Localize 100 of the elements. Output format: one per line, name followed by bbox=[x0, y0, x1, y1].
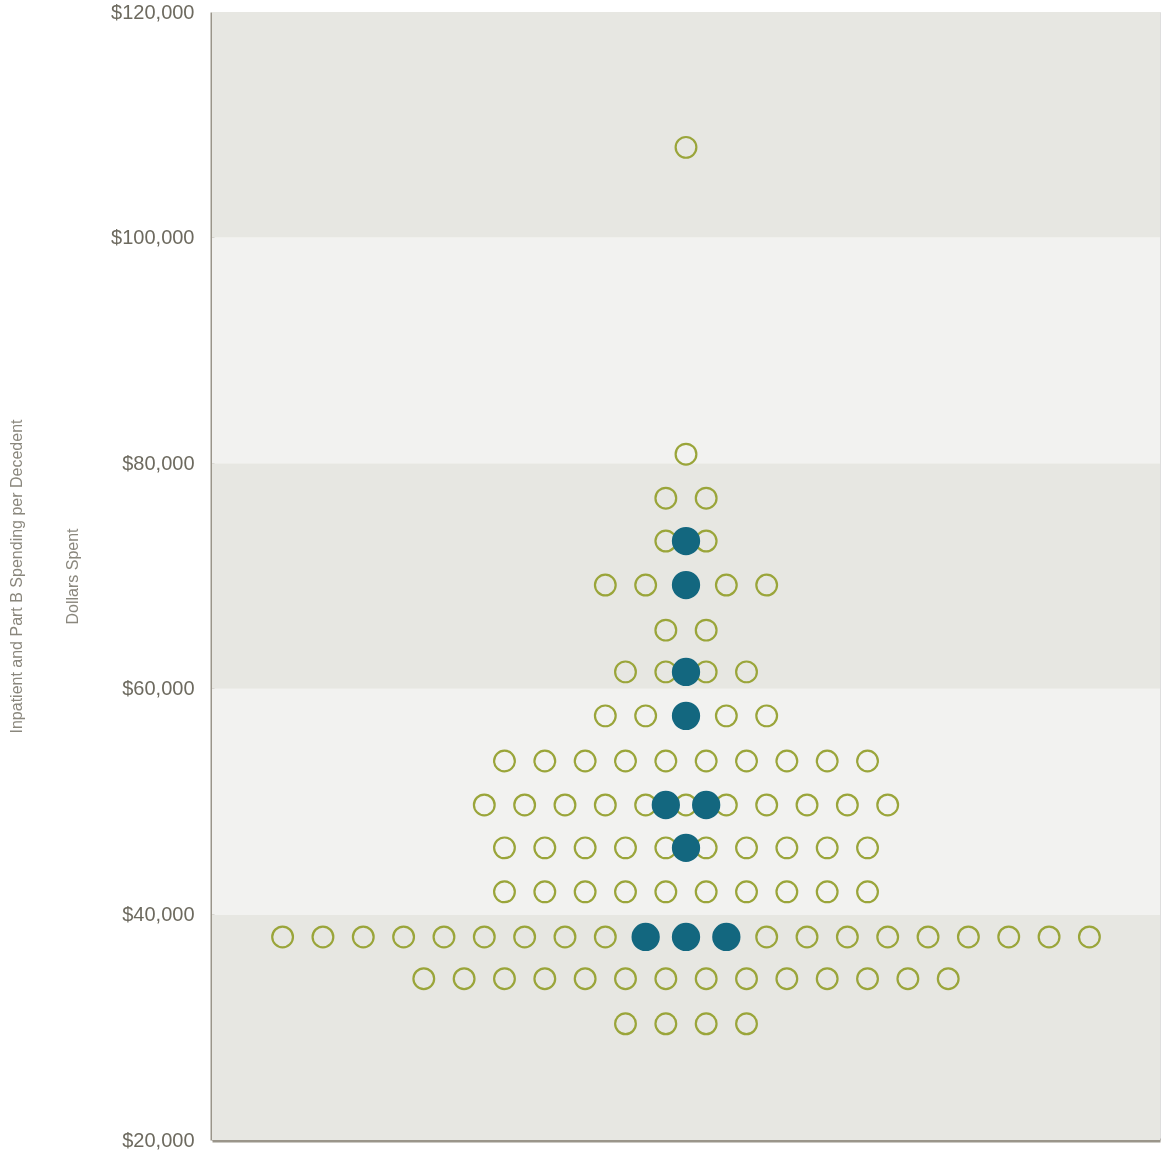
point bbox=[573, 836, 597, 860]
point bbox=[452, 967, 476, 991]
point bbox=[856, 836, 879, 860]
point bbox=[916, 925, 940, 949]
point bbox=[997, 925, 1021, 949]
point bbox=[654, 749, 678, 773]
point bbox=[631, 922, 660, 952]
point bbox=[856, 880, 879, 904]
point bbox=[351, 925, 375, 949]
point bbox=[936, 967, 960, 991]
point bbox=[775, 880, 799, 904]
point bbox=[654, 1012, 678, 1036]
point bbox=[593, 704, 617, 728]
point bbox=[412, 967, 436, 991]
point bbox=[735, 836, 758, 860]
point bbox=[795, 793, 819, 817]
point bbox=[593, 925, 617, 949]
y-tick-label: $60,000 bbox=[122, 677, 195, 700]
point bbox=[493, 836, 516, 860]
point bbox=[533, 749, 557, 773]
point bbox=[651, 790, 680, 820]
point bbox=[735, 1012, 758, 1036]
point bbox=[1077, 925, 1101, 949]
point bbox=[614, 836, 637, 860]
point bbox=[614, 749, 637, 773]
point bbox=[614, 967, 637, 991]
point bbox=[876, 925, 900, 949]
point bbox=[735, 660, 758, 684]
point bbox=[573, 880, 597, 904]
point bbox=[775, 749, 799, 773]
point bbox=[533, 880, 557, 904]
point bbox=[634, 704, 658, 728]
point bbox=[896, 967, 920, 991]
point bbox=[674, 442, 698, 466]
point bbox=[472, 925, 496, 949]
point bbox=[654, 967, 678, 991]
point bbox=[735, 967, 758, 991]
point bbox=[311, 925, 335, 949]
point bbox=[634, 573, 658, 597]
point bbox=[513, 925, 537, 949]
point bbox=[835, 925, 859, 949]
point bbox=[654, 880, 678, 904]
point bbox=[533, 967, 557, 991]
y-tick-label: $100,000 bbox=[111, 226, 195, 249]
point bbox=[775, 967, 799, 991]
point bbox=[876, 793, 900, 817]
point bbox=[815, 836, 839, 860]
point bbox=[573, 749, 597, 773]
point bbox=[614, 880, 637, 904]
point bbox=[553, 793, 577, 817]
y-tick-label: $20,000 bbox=[122, 1128, 195, 1151]
point bbox=[493, 967, 516, 991]
text: Inpatient and Part B Spending per Decedent Dollars Spent bbox=[8, 419, 82, 734]
point bbox=[573, 967, 597, 991]
point bbox=[815, 967, 839, 991]
point bbox=[815, 880, 839, 904]
point bbox=[671, 526, 701, 556]
point bbox=[692, 790, 721, 820]
point bbox=[714, 573, 738, 597]
point bbox=[553, 925, 577, 949]
point bbox=[271, 925, 295, 949]
point bbox=[856, 967, 879, 991]
point bbox=[614, 1012, 637, 1036]
point bbox=[735, 880, 758, 904]
point bbox=[671, 922, 701, 952]
y-tick-label: $120,000 bbox=[111, 0, 195, 23]
point bbox=[714, 704, 738, 728]
point bbox=[674, 135, 698, 159]
point bbox=[593, 793, 617, 817]
point bbox=[755, 704, 779, 728]
point bbox=[694, 880, 718, 904]
point bbox=[472, 793, 496, 817]
point bbox=[835, 793, 859, 817]
point bbox=[856, 749, 879, 773]
y-tick-label: $80,000 bbox=[122, 451, 195, 474]
point bbox=[694, 618, 718, 642]
point bbox=[694, 749, 718, 773]
point bbox=[671, 833, 701, 862]
point bbox=[533, 836, 557, 860]
point bbox=[735, 749, 758, 773]
point bbox=[956, 925, 980, 949]
point bbox=[392, 925, 416, 949]
point bbox=[671, 657, 701, 686]
point bbox=[755, 573, 779, 597]
point bbox=[712, 922, 741, 952]
point bbox=[755, 793, 779, 817]
point bbox=[593, 573, 617, 597]
point bbox=[671, 701, 701, 730]
y-tick-label: $40,000 bbox=[122, 902, 195, 925]
point bbox=[432, 925, 456, 949]
point bbox=[815, 749, 839, 773]
point bbox=[775, 836, 799, 860]
point bbox=[614, 660, 637, 684]
point bbox=[755, 925, 779, 949]
point bbox=[654, 486, 678, 510]
point bbox=[694, 1012, 718, 1036]
point bbox=[694, 486, 718, 510]
point bbox=[493, 880, 516, 904]
point bbox=[513, 793, 537, 817]
point bbox=[654, 618, 678, 642]
